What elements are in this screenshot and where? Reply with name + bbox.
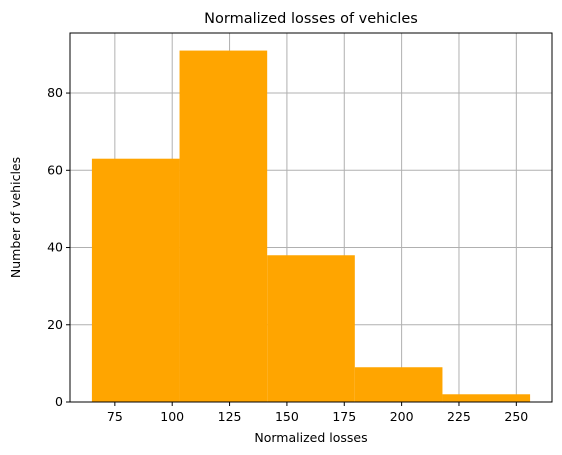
- y-axis-ticks: 0 20 40 60 80: [47, 85, 70, 409]
- histogram-bar-1: [91, 158, 180, 402]
- x-axis-label: Normalized losses: [254, 430, 367, 445]
- y-tick-label: 40: [47, 240, 63, 255]
- y-tick-label: 80: [47, 85, 63, 100]
- x-tick-label: 150: [275, 409, 299, 424]
- x-tick-label: 125: [218, 409, 242, 424]
- x-tick-label: 100: [160, 409, 184, 424]
- histogram-bar-2: [179, 50, 268, 402]
- x-tick-label: 75: [107, 409, 123, 424]
- x-tick-label: 175: [332, 409, 356, 424]
- x-tick-label: 225: [447, 409, 471, 424]
- histogram-bar-5: [442, 394, 531, 402]
- y-axis-label: Number of vehicles: [8, 157, 23, 278]
- plot-frame: [69, 32, 553, 403]
- x-tick-label: 200: [390, 409, 414, 424]
- x-tick-label: 250: [504, 409, 528, 424]
- histogram-bar-3: [267, 255, 355, 402]
- chart-title: Normalized losses of vehicles: [204, 11, 418, 27]
- y-tick-label: 0: [55, 394, 63, 409]
- y-tick-label: 60: [47, 162, 63, 177]
- x-axis-ticks: 75 100 125 150 175 200 225 250: [107, 402, 528, 424]
- histogram-bars: [91, 50, 531, 402]
- histogram-bar-4: [354, 367, 443, 402]
- y-tick-label: 20: [47, 317, 63, 332]
